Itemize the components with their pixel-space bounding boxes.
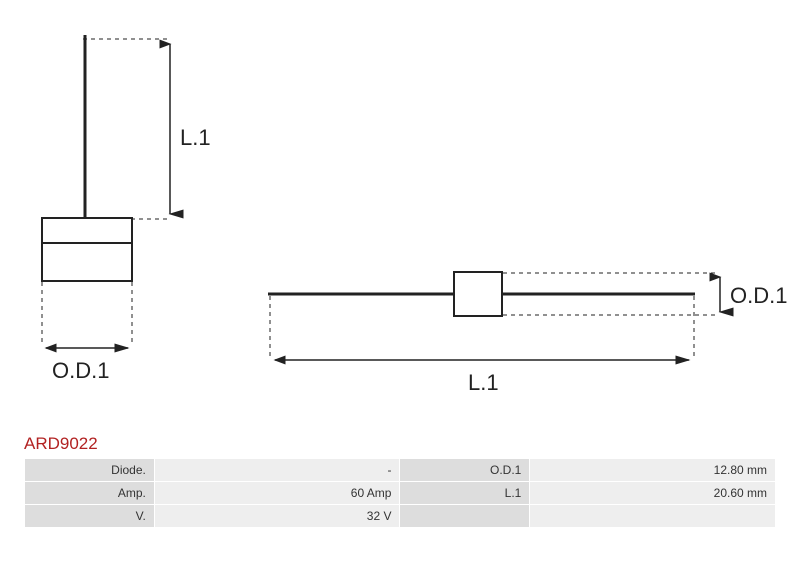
spec-value: 60 Amp — [154, 482, 400, 505]
top-OD1-dimension: O.D.1 — [720, 277, 787, 312]
side-OD1-dimension: O.D.1 — [46, 348, 128, 383]
top-body — [454, 272, 502, 316]
table-row: Amp. 60 Amp L.1 20.60 mm — [25, 482, 776, 505]
spec-value: 20.60 mm — [530, 482, 776, 505]
spec-label: Diode. — [25, 459, 155, 482]
side-body — [42, 243, 132, 281]
side-cap — [42, 218, 132, 243]
side-L1-dimension: L.1 — [170, 44, 211, 214]
spec-value: 32 V — [154, 505, 400, 528]
side-OD1-label: O.D.1 — [52, 358, 109, 383]
spec-label: Amp. — [25, 482, 155, 505]
spec-label: O.D.1 — [400, 459, 530, 482]
table-row: V. 32 V — [25, 505, 776, 528]
diagram-svg: L.1 O.D.1 O.D.1 L.1 — [0, 0, 800, 430]
spec-value — [530, 505, 776, 528]
spec-label — [400, 505, 530, 528]
top-L1-dimension: L.1 — [275, 360, 689, 395]
top-OD1-label: O.D.1 — [730, 283, 787, 308]
top-L1-label: L.1 — [468, 370, 499, 395]
spec-value: 12.80 mm — [530, 459, 776, 482]
spec-label: L.1 — [400, 482, 530, 505]
spec-table: Diode. - O.D.1 12.80 mm Amp. 60 Amp L.1 … — [24, 458, 776, 528]
spec-value: - — [154, 459, 400, 482]
technical-diagram: L.1 O.D.1 O.D.1 L.1 — [0, 0, 800, 430]
table-row: Diode. - O.D.1 12.80 mm — [25, 459, 776, 482]
part-number: ARD9022 — [24, 434, 98, 454]
spec-label: V. — [25, 505, 155, 528]
side-L1-label: L.1 — [180, 125, 211, 150]
